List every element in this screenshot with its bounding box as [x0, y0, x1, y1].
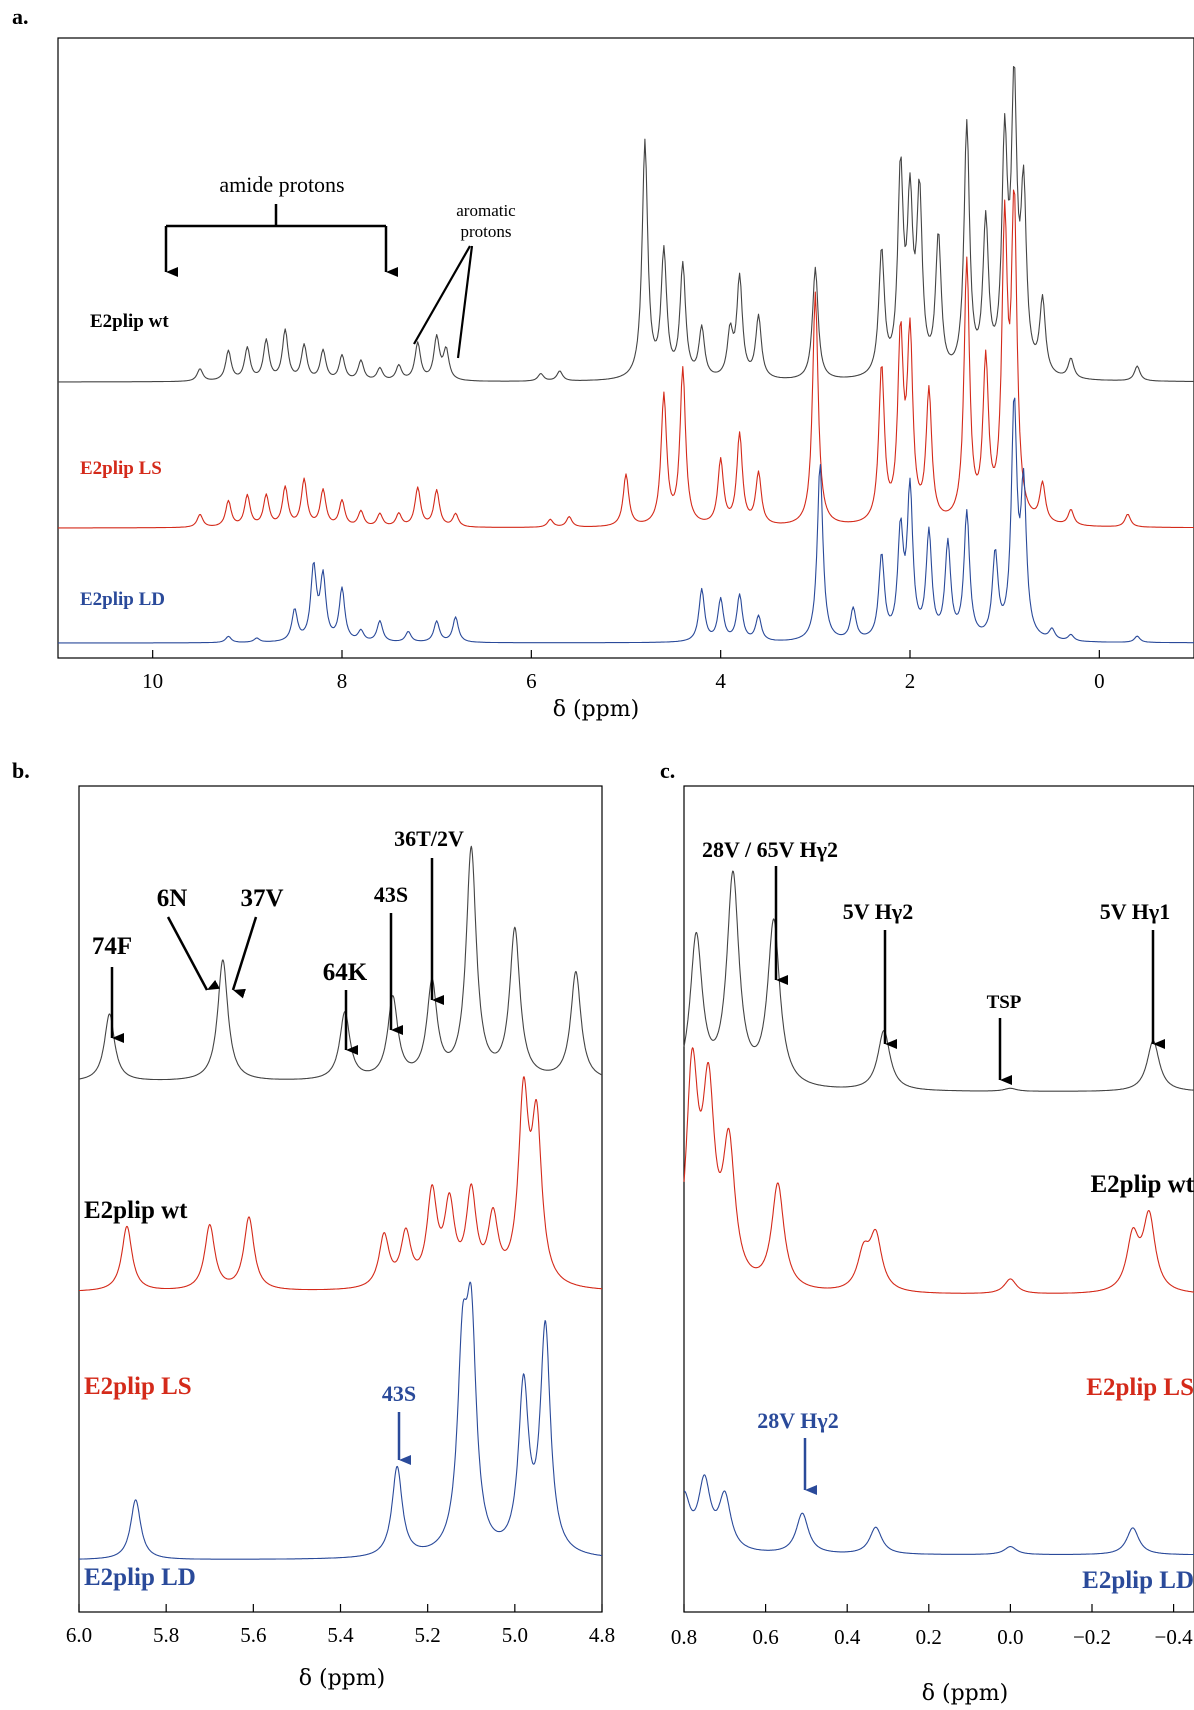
x-tick-label-c-0: 0.8: [671, 1625, 697, 1649]
panel-b-label-wt: E2plip wt: [84, 1197, 188, 1224]
panel-a-frame: [58, 38, 1194, 658]
panel-c-label-wt: E2plip wt: [1090, 1171, 1194, 1198]
x-tick-label-b-5: 5.0: [502, 1623, 528, 1647]
panel-b-label-ls: E2plip LS: [84, 1373, 192, 1400]
panel-b-x-axis: 6.0 5.8 5.6 5.4 5.2 5.0 4.8: [66, 1604, 615, 1647]
panel-c-label: c.: [660, 758, 675, 783]
panel-c-traces: [684, 871, 1194, 1554]
annotation-37V: 37V: [240, 885, 283, 912]
panel-c-x-axis-label: δ (ppm): [922, 1681, 1008, 1706]
aromatic-label-line1: aromatic: [456, 201, 516, 220]
x-tick-label-c-4: 0.0: [997, 1625, 1023, 1649]
annotation-43S: 43S: [374, 882, 408, 907]
x-tick-label-a-0: 10: [142, 669, 163, 693]
x-tick-label-a-4: 2: [905, 669, 916, 693]
x-tick-label-a-1: 8: [337, 669, 348, 693]
panel-b-label-ld: E2plip LD: [84, 1564, 196, 1591]
x-tick-label-c-3: 0.2: [916, 1625, 942, 1649]
panel-b-label: b.: [12, 758, 30, 783]
panel-a-x-axis: 10 8 6 4 2 0: [142, 650, 1104, 693]
x-tick-label-a-2: 6: [526, 669, 537, 693]
annotation-64K: 64K: [323, 959, 368, 986]
x-tick-label-c-1: 0.6: [752, 1625, 778, 1649]
annotation-28V-65V: 28V / 65V Hγ2: [702, 837, 838, 862]
x-tick-label-c-2: 0.4: [834, 1625, 861, 1649]
x-tick-label-b-0: 6.0: [66, 1623, 92, 1647]
panel-a-label-ld: E2plip LD: [80, 589, 165, 610]
panel-a-x-axis-label: δ (ppm): [553, 697, 639, 722]
x-tick-label-b-2: 5.6: [240, 1623, 266, 1647]
panel-b-annotations: 74F 6N 37V 64K 43S 36T/2V 43S: [92, 826, 464, 1460]
x-tick-label-c-6: −0.4: [1155, 1625, 1194, 1649]
x-tick-label-a-5: 0: [1094, 669, 1105, 693]
spectrum-a-ld: [58, 398, 1194, 643]
x-tick-label-c-5: −0.2: [1073, 1625, 1111, 1649]
x-tick-label-b-4: 5.2: [415, 1623, 441, 1647]
panel-a-label-ls: E2plip LS: [80, 458, 162, 479]
panel-a-label-wt: E2plip wt: [90, 311, 169, 332]
annotation-36T-2V: 36T/2V: [394, 826, 464, 851]
panel-b-x-axis-label: δ (ppm): [299, 1666, 385, 1691]
annotation-43S-ld: 43S: [382, 1381, 416, 1406]
amide-protons-label: amide protons: [219, 172, 344, 197]
panel-a-traces: [58, 67, 1194, 643]
x-tick-label-b-1: 5.8: [153, 1623, 179, 1647]
x-tick-label-a-3: 4: [715, 669, 726, 693]
aromatic-protons-annotation: aromatic protons: [414, 201, 516, 358]
annotation-5V-Hg1: 5V Hγ1: [1100, 899, 1170, 924]
x-tick-label-b-6: 4.8: [589, 1623, 615, 1647]
panel-a-label: a.: [12, 4, 29, 29]
annotation-TSP: TSP: [987, 992, 1022, 1013]
amide-protons-annotation: amide protons: [166, 172, 386, 272]
annotation-74F: 74F: [92, 933, 132, 960]
spectrum-c-ld: [684, 1475, 1194, 1555]
panel-c-label-ls: E2plip LS: [1086, 1374, 1194, 1401]
spectrum-b-ls: [79, 1077, 602, 1291]
annotation-28V-Hg2-ld: 28V Hγ2: [757, 1408, 838, 1433]
aromatic-label-line2: protons: [461, 222, 512, 241]
spectrum-a-wt: [58, 67, 1194, 382]
x-tick-label-b-3: 5.4: [327, 1623, 354, 1647]
panel-c-x-axis: 0.8 0.6 0.4 0.2 0.0 −0.2 −0.4: [671, 1604, 1193, 1649]
annotation-5V-Hg2: 5V Hγ2: [843, 899, 913, 924]
spectrum-b-ld: [79, 1282, 602, 1559]
panel-c-label-ld: E2plip LD: [1082, 1567, 1194, 1594]
annotation-6N: 6N: [157, 885, 188, 912]
